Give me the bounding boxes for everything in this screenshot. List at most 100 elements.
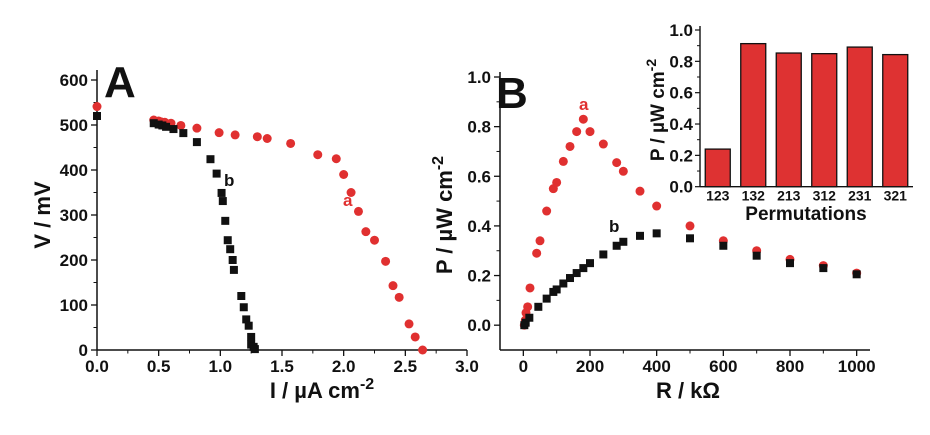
data-point-b-series-b xyxy=(521,318,530,327)
y-tick-label-inset: 0.6 xyxy=(669,84,693,103)
data-point-b-series-a xyxy=(558,156,568,166)
x-tick-label-inset: 321 xyxy=(884,188,908,204)
y-tick-label-b: 0.4 xyxy=(467,217,491,236)
bar-231 xyxy=(846,46,873,188)
data-point-b-series-b xyxy=(686,234,694,243)
data-point-a-series-b xyxy=(229,265,238,274)
x-axis-label-a: I / µA cm-2 xyxy=(270,376,374,403)
data-point-a-series-a xyxy=(176,120,186,130)
data-point-b-series-a xyxy=(585,127,595,137)
data-point-a-series-a xyxy=(381,256,391,266)
data-point-a-series-a xyxy=(410,332,420,342)
data-point-a-series-b xyxy=(217,188,226,197)
data-point-a-series-b xyxy=(226,245,235,254)
y-axis-label-inset: P / µW cm-2 xyxy=(643,59,669,161)
x-tick-label-a: 3.0 xyxy=(455,357,479,376)
y-axis-label-b-text: P / µW cm xyxy=(432,170,457,274)
y-tick-label-b: 0.2 xyxy=(467,267,491,286)
x-tick-label-inset: 123 xyxy=(706,188,730,204)
data-point-a-series-b xyxy=(218,197,227,206)
x-axis-label-inset: Permutations xyxy=(745,204,866,225)
data-point-b-series-b xyxy=(552,285,561,294)
data-point-a-series-a xyxy=(286,138,296,148)
data-point-b-series-b xyxy=(752,251,761,260)
data-point-a-series-a xyxy=(214,128,224,138)
data-point-b-series-a xyxy=(532,248,542,258)
y-axis-label-b-sup: -2 xyxy=(430,156,447,170)
data-point-a-series-a xyxy=(404,319,414,329)
x-tick-label-b: 800 xyxy=(776,357,804,376)
data-point-b-series-a xyxy=(612,158,622,168)
data-point-a-series-b xyxy=(242,315,251,324)
x-tick-label-b: 200 xyxy=(576,357,604,376)
data-point-a-series-b xyxy=(149,119,158,128)
data-point-b-series-b xyxy=(819,264,828,273)
y-tick-label-a: 100 xyxy=(60,296,88,315)
x-axis-label-a-sup: -2 xyxy=(360,376,374,393)
y-tick-label-b: 1.0 xyxy=(467,68,491,87)
data-point-a-series-b xyxy=(247,332,256,341)
data-point-b-series-a xyxy=(535,236,545,246)
data-point-a-series-a xyxy=(388,281,398,291)
data-point-b-series-a xyxy=(685,221,695,231)
series-label-a-panel-a: a xyxy=(343,191,353,210)
x-tick-label-b: 600 xyxy=(709,357,737,376)
data-point-a-series-a xyxy=(262,134,272,143)
series-label-a-panel-b: a xyxy=(579,95,589,114)
data-point-b-series-b xyxy=(612,241,621,250)
data-point-b-series-b xyxy=(566,274,574,283)
data-point-a-series-a xyxy=(92,102,102,112)
data-point-b-series-b xyxy=(719,241,728,250)
data-point-a-series-b xyxy=(228,256,237,264)
data-point-b-series-b xyxy=(572,269,581,278)
x-tick-label-inset: 312 xyxy=(813,188,837,204)
x-axis-label-a-text: I / µA cm xyxy=(270,378,360,403)
data-point-b-series-a xyxy=(618,166,628,176)
x-tick-label-b: 400 xyxy=(642,357,670,376)
data-point-a-series-a xyxy=(370,235,379,245)
data-point-a-series-b xyxy=(250,345,259,354)
series-label-b-panel-a: b xyxy=(224,171,234,190)
y-tick-label-a: 0 xyxy=(79,341,88,360)
x-tick-label-a: 1.0 xyxy=(209,357,233,376)
y-tick-label-inset: 0.4 xyxy=(669,115,693,134)
y-axis-label-inset-sup: -2 xyxy=(643,59,659,72)
x-tick-label-a: 1.5 xyxy=(270,357,294,376)
inset-bar-chart: 0.0 0.2 0.4 0.6 0.8 1.0 123 132 213 312 231 321 xyxy=(669,20,923,227)
data-point-a-series-a xyxy=(418,345,428,355)
data-point-a-series-a xyxy=(331,154,341,164)
x-tick-label-inset: 213 xyxy=(777,188,801,204)
data-point-b-series-b xyxy=(579,264,588,273)
y-tick-label-inset: 0.8 xyxy=(669,52,693,71)
data-point-b-series-b xyxy=(599,250,608,259)
y-tick-label-inset: 0.0 xyxy=(669,178,693,197)
data-point-a-series-b xyxy=(244,321,253,330)
data-point-a-series-a xyxy=(339,170,349,179)
data-point-a-series-b xyxy=(237,292,246,300)
x-axis-label-b: R / kΩ xyxy=(656,378,720,403)
data-point-b-series-b xyxy=(852,270,861,279)
data-point-a-series-b xyxy=(212,169,221,178)
data-point-b-series-b xyxy=(652,229,661,238)
data-point-a-series-a xyxy=(361,227,371,237)
data-point-b-series-a xyxy=(542,206,552,216)
data-point-a-series-a xyxy=(192,123,202,133)
series-label-b-panel-b: b xyxy=(609,217,619,236)
x-tick-label-b: 0 xyxy=(519,357,528,376)
data-point-b-series-b xyxy=(525,313,534,322)
y-tick-label-b: 0.0 xyxy=(467,316,491,335)
data-point-a-series-b xyxy=(192,138,201,147)
data-point-b-series-b xyxy=(786,259,794,268)
y-tick-label-inset: 1.0 xyxy=(669,21,693,40)
data-point-b-series-a xyxy=(578,114,588,124)
y-tick-label-inset: 0.2 xyxy=(669,146,693,165)
panel-a: 0.0 0.5 1.0 1.5 2.0 2.5 3.0 0 100 200 300 400 500 600 xyxy=(60,70,479,376)
data-point-b-series-a xyxy=(635,186,645,196)
data-point-a-series-b xyxy=(206,155,215,164)
data-point-a-series-a xyxy=(353,206,363,216)
data-point-a-series-b xyxy=(169,125,178,134)
data-point-a-series-a xyxy=(252,132,262,142)
data-point-b-series-b xyxy=(542,294,551,303)
data-point-a-series-b xyxy=(239,303,248,312)
data-point-a-series-a xyxy=(313,150,323,160)
